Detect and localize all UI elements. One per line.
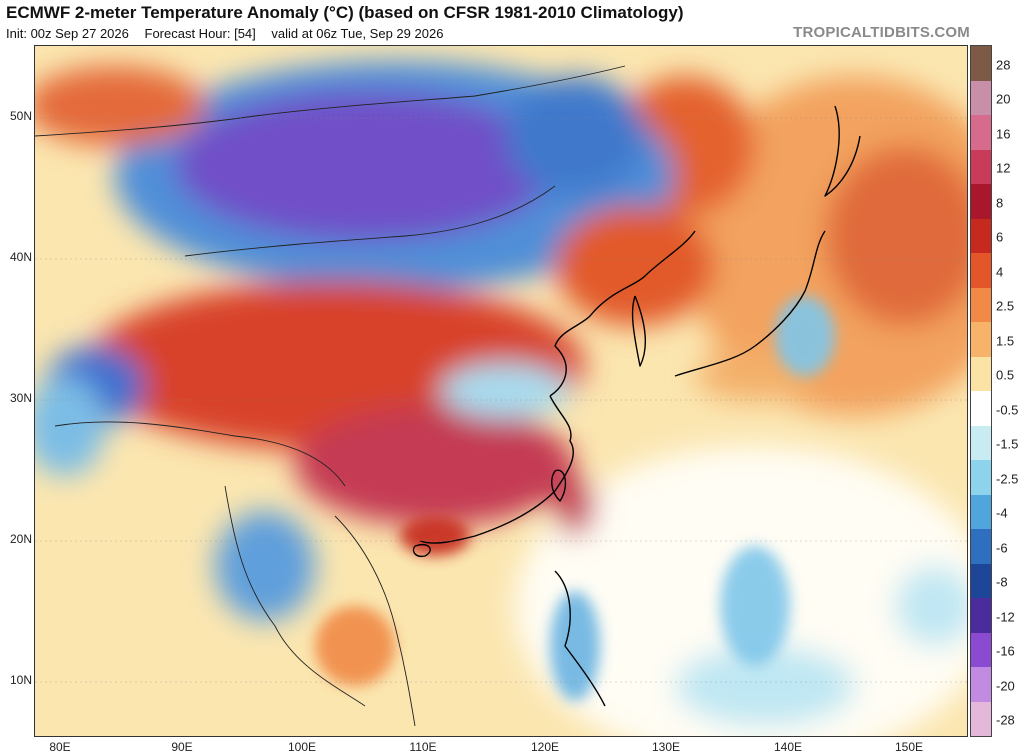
lat-label-30n: 30N (9, 391, 32, 405)
anomaly-map (34, 45, 968, 737)
brand-watermark: TROPICALTIDBITS.COM (793, 24, 970, 41)
colorbar-label: -12 (996, 609, 1015, 625)
colorbar-swatch (971, 460, 991, 495)
lat-label-10n: 10N (9, 673, 32, 687)
colorbar-label: 8 (996, 195, 1004, 211)
lon-label-90e: 90E (171, 740, 193, 754)
colorbar-swatch (971, 218, 991, 253)
colorbar-swatch (971, 149, 991, 184)
colorbar-label: 2.5 (996, 298, 1015, 314)
anomaly-field (35, 46, 967, 736)
colorbar-swatch (971, 667, 991, 702)
colorbar-label: -0.5 (996, 402, 1019, 418)
lon-label-110e: 110E (409, 740, 437, 754)
colorbar-swatch (971, 391, 991, 426)
lon-label-120e: 120E (530, 740, 560, 754)
colorbar-swatch (971, 425, 991, 460)
colorbar-swatch (971, 356, 991, 391)
colorbar-swatch (971, 80, 991, 115)
colorbar-swatch (971, 701, 991, 736)
colorbar-swatch (971, 563, 991, 598)
colorbar-label: -2.5 (996, 471, 1019, 487)
lat-label-20n: 20N (9, 532, 32, 546)
valid-time: valid at 06z Tue, Sep 29 2026 (271, 26, 444, 41)
colorbar-label: -16 (996, 643, 1015, 659)
lon-label-130e: 130E (651, 740, 681, 754)
colorbar-label: 20 (996, 91, 1011, 107)
colorbar-swatch (971, 253, 991, 288)
lat-label-40n: 40N (9, 250, 32, 264)
map-subtitle: Init: 00z Sep 27 2026 Forecast Hour: [54… (6, 26, 455, 41)
lon-label-150e: 150E (894, 740, 924, 754)
colorbar-swatch (971, 322, 991, 357)
colorbar-swatch (971, 494, 991, 529)
colorbar-label: -4 (996, 505, 1008, 521)
lon-label-100e: 100E (287, 740, 317, 754)
colorbar-swatch (971, 632, 991, 667)
lon-label-140e: 140E (773, 740, 803, 754)
colorbar-label: -8 (996, 574, 1008, 590)
colorbar-swatch (971, 598, 991, 633)
colorbar-label: 28 (996, 57, 1011, 73)
colorbar-swatch (971, 529, 991, 564)
colorbar-label: -20 (996, 678, 1015, 694)
colorbar-label: 6 (996, 229, 1004, 245)
colorbar-label: -6 (996, 540, 1008, 556)
colorbar-label: -1.5 (996, 436, 1019, 452)
colorbar-label: 4 (996, 264, 1004, 280)
colorbar-label: 12 (996, 160, 1011, 176)
init-time: Init: 00z Sep 27 2026 (6, 26, 129, 41)
colorbar (970, 45, 992, 737)
forecast-hour: Forecast Hour: [54] (144, 26, 256, 41)
colorbar-label: 0.5 (996, 367, 1015, 383)
map-title: ECMWF 2-meter Temperature Anomaly (°C) (… (6, 3, 684, 22)
colorbar-label: 16 (996, 126, 1011, 142)
colorbar-label: -28 (996, 712, 1015, 728)
lon-label-80e: 80E (49, 740, 71, 754)
lat-label-50n: 50N (9, 109, 32, 123)
colorbar-label: 1.5 (996, 333, 1015, 349)
colorbar-swatch (971, 184, 991, 219)
colorbar-swatch (971, 287, 991, 322)
colorbar-swatch (971, 46, 991, 81)
colorbar-swatch (971, 115, 991, 150)
